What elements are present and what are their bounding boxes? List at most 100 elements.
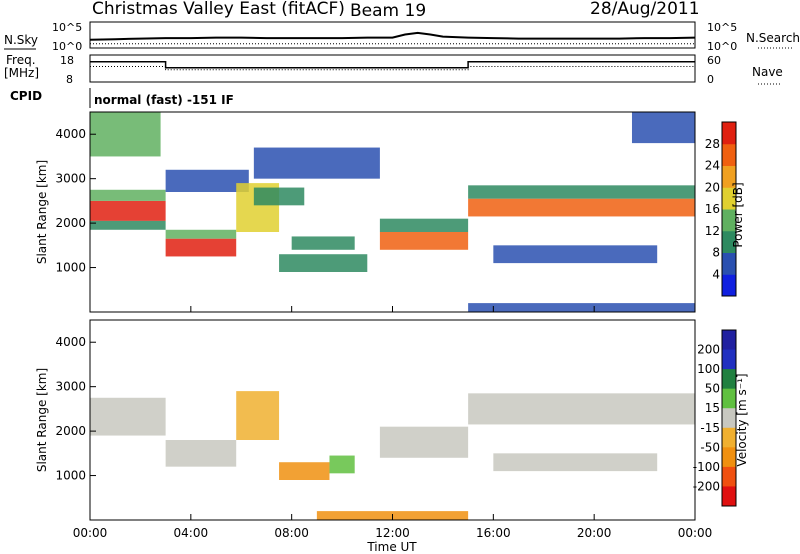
velocity-echo-band (493, 453, 658, 472)
velocity-echo-band (379, 426, 469, 458)
beam-label: Beam 19 (350, 1, 426, 21)
power-echo-band (468, 198, 695, 217)
power-echo-band (165, 169, 249, 192)
power-colorbar-tick: 20 (705, 180, 720, 194)
noise-right-tick-bottom: 10^0 (707, 40, 737, 53)
power-panel: 1000 2000 3000 4000 Slant Range [km] 4 8 12 16… (35, 111, 745, 313)
velocity-colorbar-tick: -100 (693, 460, 720, 474)
velocity-colorbar-tick: -15 (700, 421, 720, 435)
velocity-ylabel: Slant Range [km] (35, 368, 49, 472)
power-ytick-label: 1000 (55, 261, 86, 275)
noise-panel-frame (89, 21, 696, 49)
velocity-echo-band (329, 455, 355, 474)
freq-right-tick-bottom: 0 (707, 73, 714, 86)
velocity-colorbar-frame (721, 329, 737, 507)
velocity-colorbar-cell (722, 330, 736, 351)
power-colorbar-cell (722, 187, 736, 210)
x-tick-label: 00:00 (678, 526, 713, 540)
freq-nave-panel: 18 8 60 0 (60, 54, 721, 86)
nave-series (90, 66, 695, 71)
cpid-label: CPID (10, 89, 42, 103)
velocity-colorbar-tick: 15 (705, 401, 720, 415)
power-echo-band (631, 112, 695, 144)
power-colorbar-cell (722, 165, 736, 188)
nsky-label: N.Sky (4, 33, 38, 47)
velocity-colorbar-tick: 200 (697, 343, 720, 357)
power-ytick-label: 2000 (55, 216, 86, 230)
power-echo-band (165, 229, 237, 239)
x-tick-label: 20:00 (577, 526, 612, 540)
velocity-colorbar-tick: -200 (693, 479, 720, 493)
velocity-colorbar-cell (722, 388, 736, 409)
plot-title: Christmas Valley East (fitACF) (92, 0, 345, 19)
velocity-panel: 1000 2000 3000 4000 Slant Range [km] -200 -1… (35, 306, 749, 554)
power-ytick-label: 3000 (55, 172, 86, 186)
velocity-colorbar-cell (722, 408, 736, 429)
velocity-colorbar-cell (722, 427, 736, 448)
velocity-colorbar-cell (722, 349, 736, 370)
velocity-echo-band (90, 397, 166, 436)
power-colorbar-label: Power [dB] (731, 182, 745, 247)
power-echo-band (468, 185, 695, 199)
freq-series (90, 61, 695, 69)
power-echo-band (379, 232, 469, 250)
date-label: 28/Aug/2011 (590, 0, 700, 19)
power-echo-band (253, 147, 380, 179)
power-colorbar-tick: 8 (712, 246, 720, 260)
power-echo-band (379, 218, 469, 232)
noise-left-tick-top: 10^5 (52, 21, 82, 34)
freq-right-tick-top: 60 (707, 54, 721, 67)
power-echo-band (90, 189, 166, 201)
power-colorbar-cell (722, 209, 736, 232)
x-axis-label: Time UT (366, 540, 417, 554)
velocity-colorbar-cell (722, 447, 736, 468)
power-colorbar-tick: 16 (705, 202, 720, 216)
freq-label-line1: Freq. (6, 53, 36, 67)
power-colorbar-tick: 28 (705, 137, 720, 151)
power-echo-band (90, 220, 166, 230)
velocity-ytick-label: 3000 (55, 380, 86, 394)
cpid-text: normal (fast) -151 IF (94, 93, 234, 107)
power-colorbar-cell (722, 122, 736, 145)
noise-left-tick-bottom: 10^0 (52, 40, 82, 53)
velocity-colorbar-tick: 50 (705, 382, 720, 396)
velocity-echo-band (468, 393, 695, 425)
noise-right-tick-top: 10^5 (707, 21, 737, 34)
x-tick-label: 04:00 (174, 526, 209, 540)
nsearch-label: N.Search (746, 31, 800, 45)
power-echo-band (253, 187, 305, 206)
power-echo-band (493, 245, 658, 264)
power-echo-band (468, 303, 695, 312)
velocity-colorbar-label: Velocity [m s⁻¹] (735, 373, 749, 466)
noise-panel: 10^5 10^0 10^5 10^0 (52, 21, 737, 53)
freq-left-tick-bottom: 8 (66, 73, 73, 86)
x-tick-label: 00:00 (73, 526, 108, 540)
x-tick-label: 16:00 (476, 526, 511, 540)
freq-left-tick-top: 18 (60, 54, 74, 67)
velocity-ytick-label: 2000 (55, 424, 86, 438)
power-colorbar-tick: 4 (712, 267, 720, 281)
power-colorbar-cell (722, 274, 736, 297)
velocity-echo-band (165, 440, 237, 467)
velocity-ytick-label: 4000 (55, 335, 86, 349)
velocity-colorbar-cell (722, 369, 736, 390)
velocity-colorbar-tick: 100 (697, 362, 720, 376)
freq-panel-frame (89, 54, 696, 83)
power-echo-band (291, 236, 355, 250)
velocity-ytick-label: 1000 (55, 469, 86, 483)
power-colorbar-cell (722, 143, 736, 166)
power-echo-band (165, 238, 237, 257)
velocity-echo-band (279, 462, 330, 480)
velocity-colorbar-cell (722, 486, 736, 507)
velocity-echo-band (236, 391, 280, 440)
nave-label: Nave (752, 65, 783, 79)
x-tick-label: 12:00 (375, 526, 410, 540)
power-colorbar-tick: 24 (705, 159, 720, 173)
power-colorbar-cell (722, 230, 736, 253)
power-colorbar-frame (721, 121, 737, 297)
noise-series-nsky (89, 31, 696, 41)
power-ytick-label: 4000 (55, 127, 86, 141)
power-colorbar-tick: 12 (705, 224, 720, 238)
